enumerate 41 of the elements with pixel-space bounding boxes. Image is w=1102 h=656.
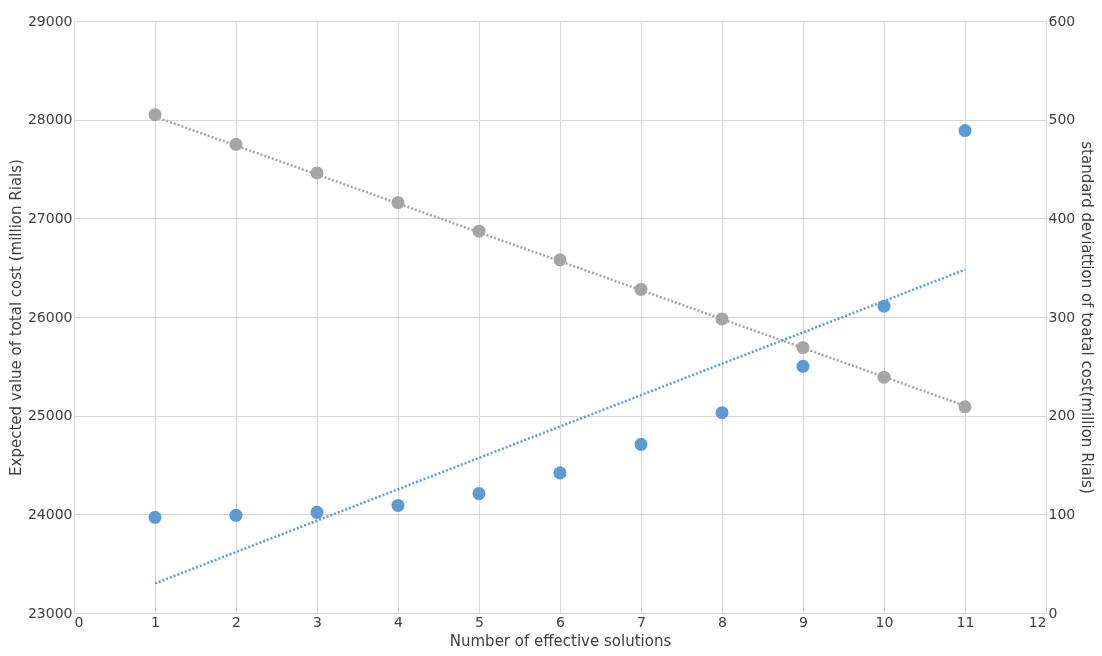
point [715,406,729,420]
y-tick-label: 27000 [27,209,73,226]
y-tick-label: 28000 [27,111,73,128]
y-tick-label: 29000 [27,12,73,29]
y-tick-label: 24000 [27,505,73,522]
point [634,437,648,451]
x-tick-label: 8 [718,613,727,630]
x-tick-label: 4 [394,613,404,630]
point [391,498,405,512]
x-tick-label: 9 [799,613,808,630]
y2-tick-label: 600 [1048,12,1076,29]
x-tick-label: 12 [1028,613,1047,630]
point [958,400,972,414]
x-tick-label: 0 [74,613,84,630]
y2-axis-title: standard deviattion of toatal cost(million Rials) [1078,141,1097,494]
y2-tick-label: 500 [1048,111,1076,128]
y2-tick-label: 400 [1048,209,1076,226]
point [148,510,162,524]
x-tick-label: 3 [313,613,322,630]
y2-tick-label: 200 [1048,407,1076,424]
x-tick-label: 5 [475,613,484,630]
y2-tick-label: 300 [1048,308,1076,325]
point [229,508,243,522]
point [958,124,972,138]
y-tick-label: 26000 [27,308,73,325]
x-tick-label: 10 [875,613,894,630]
y-axis-title: Expected value of total cost (million Rials) [6,159,25,476]
point [472,487,486,501]
point [310,505,324,519]
x-tick-label: 11 [956,613,975,630]
x-tick-label: 1 [151,613,160,630]
x-tick-label: 6 [556,613,566,630]
x-axis-title: Number of effective solutions [449,631,672,650]
y2-tick-label: 100 [1048,505,1076,522]
x-tick-label: 7 [637,613,646,630]
point [796,359,810,373]
y-tick-label: 25000 [27,407,73,424]
y-tick-label: 23000 [27,604,73,621]
point [148,108,162,122]
point [553,466,567,480]
x-tick-label: 2 [232,613,241,630]
